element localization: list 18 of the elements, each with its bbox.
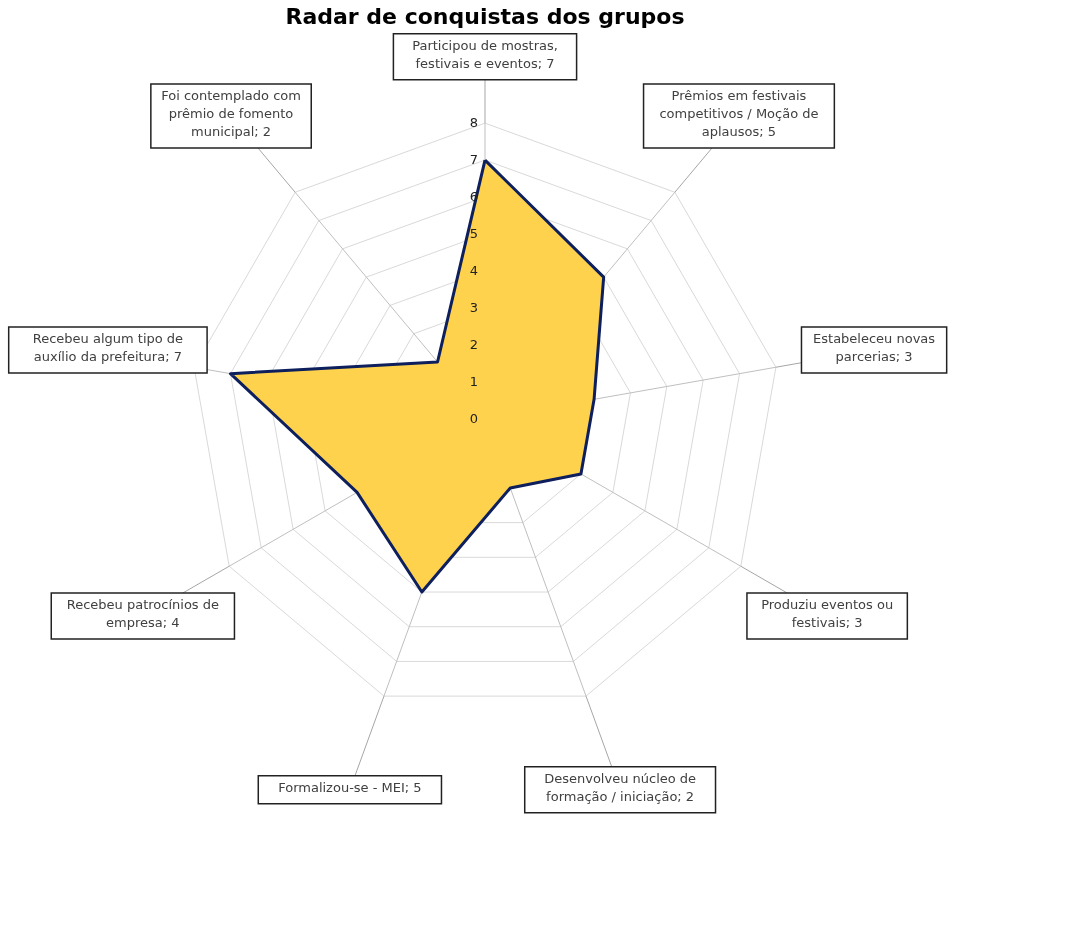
spoke-label: Produziu eventos ou festivais; 3	[761, 597, 894, 631]
chart-title: Radar de conquistas dos grupos	[285, 3, 685, 29]
y-tick-label: 2	[469, 336, 479, 352]
spoke-label: Participou de mostras, festivais e eventos; 7	[412, 37, 558, 71]
y-tick-label: 7	[469, 152, 479, 168]
y-tick-label: 0	[469, 410, 479, 426]
y-tick-label: 1	[469, 373, 479, 389]
spoke-label: Estabeleceu novas parcerias; 3	[813, 330, 936, 364]
spoke-label: Recebeu algum tipo de auxílio da prefeitura; 7	[32, 330, 184, 364]
y-tick-label: 3	[469, 299, 479, 315]
spoke-label: Prêmios em festivais competitivos / Moção de aplausos; 5	[659, 87, 819, 139]
y-tick-label: 4	[469, 262, 479, 278]
spoke-label: Foi contemplado com prêmio de fomento municipal; 2	[161, 87, 301, 139]
spoke-label: Recebeu patrocínios de empresa; 4	[66, 597, 219, 631]
y-tick-label: 8	[469, 115, 479, 131]
y-tick-label: 5	[469, 225, 479, 241]
spoke-label: Desenvolveu núcleo de formação / iniciação; 2	[544, 770, 697, 804]
spoke-label: Formalizou-se - MEI; 5	[278, 779, 422, 795]
